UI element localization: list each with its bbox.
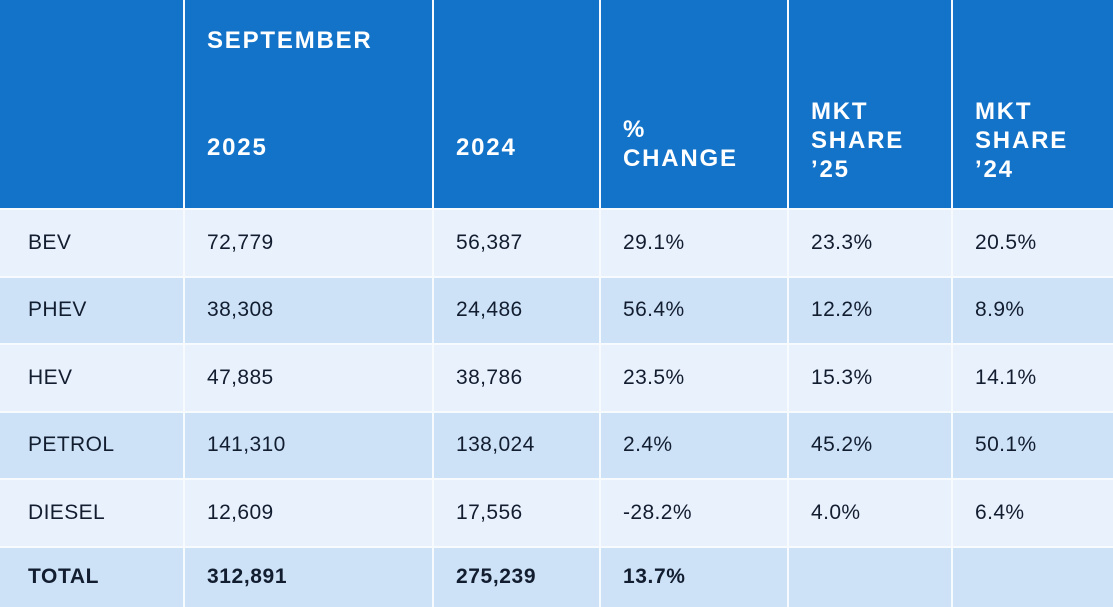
total-label: TOTAL xyxy=(0,547,183,607)
total-share-25 xyxy=(789,547,951,607)
header-cell-mkt-share-25: MKT SHARE ’25 xyxy=(789,0,951,208)
row-petrol-label: PETROL xyxy=(0,412,183,478)
row-diesel-label: DIESEL xyxy=(0,480,183,546)
total-2025: 312,891 xyxy=(185,547,432,607)
row-hev-2025: 47,885 xyxy=(185,345,432,411)
header-mkt-share-25-label: MKT SHARE ’25 xyxy=(811,98,905,183)
header-cell-pct-change: % CHANGE xyxy=(601,0,787,208)
header-cell-2024: 2024 xyxy=(434,0,599,208)
row-phev-share-25: 12.2% xyxy=(789,277,951,343)
row-phev-share-24: 8.9% xyxy=(953,277,1113,343)
row-phev-2024: 24,486 xyxy=(434,277,599,343)
header-cell-sep-2025: SEPTEMBER 2025 xyxy=(185,0,432,208)
row-phev-label: PHEV xyxy=(0,277,183,343)
header-cell-category xyxy=(0,0,183,208)
row-bev-2025: 72,779 xyxy=(185,210,432,276)
header-month-label: SEPTEMBER xyxy=(207,27,373,54)
row-diesel-share-25: 4.0% xyxy=(789,480,951,546)
row-diesel-change: -28.2% xyxy=(601,480,787,546)
row-bev-2024: 56,387 xyxy=(434,210,599,276)
row-diesel-share-24: 6.4% xyxy=(953,480,1113,546)
total-2024: 275,239 xyxy=(434,547,599,607)
header-year-2025-label: 2025 xyxy=(207,134,268,161)
row-hev-change: 23.5% xyxy=(601,345,787,411)
row-petrol-2024: 138,024 xyxy=(434,412,599,478)
row-hev-share-25: 15.3% xyxy=(789,345,951,411)
row-petrol-2025: 141,310 xyxy=(185,412,432,478)
row-petrol-share-25: 45.2% xyxy=(789,412,951,478)
row-hev-share-24: 14.1% xyxy=(953,345,1113,411)
row-bev-label: BEV xyxy=(0,210,183,276)
row-bev-share-25: 23.3% xyxy=(789,210,951,276)
row-petrol-change: 2.4% xyxy=(601,412,787,478)
header-mkt-share-24-label: MKT SHARE ’24 xyxy=(975,98,1069,183)
row-bev-change: 29.1% xyxy=(601,210,787,276)
row-petrol-share-24: 50.1% xyxy=(953,412,1113,478)
total-change: 13.7% xyxy=(601,547,787,607)
header-year-2024-label: 2024 xyxy=(456,134,517,161)
row-phev-2025: 38,308 xyxy=(185,277,432,343)
row-diesel-2024: 17,556 xyxy=(434,480,599,546)
row-bev-share-24: 20.5% xyxy=(953,210,1113,276)
header-cell-mkt-share-24: MKT SHARE ’24 xyxy=(953,0,1113,208)
row-phev-change: 56.4% xyxy=(601,277,787,343)
header-pct-change-label: % CHANGE xyxy=(623,116,738,172)
row-hev-2024: 38,786 xyxy=(434,345,599,411)
row-diesel-2025: 12,609 xyxy=(185,480,432,546)
row-hev-label: HEV xyxy=(0,345,183,411)
total-share-24 xyxy=(953,547,1113,607)
